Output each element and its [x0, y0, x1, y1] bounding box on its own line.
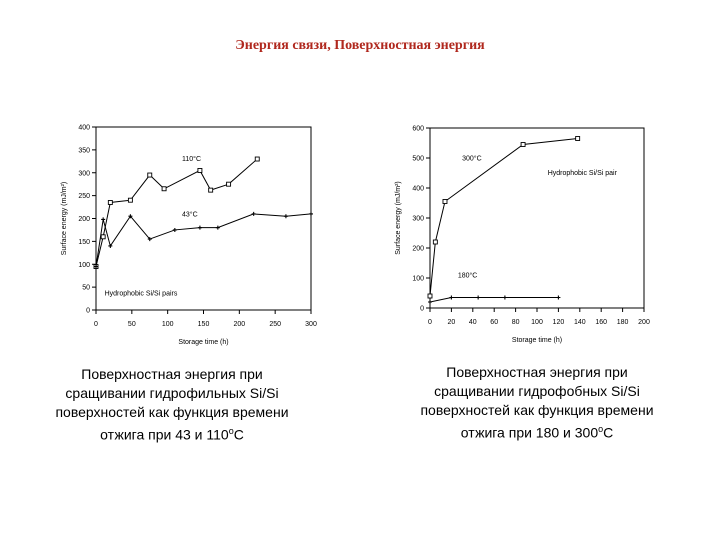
- y-tick-label: 200: [412, 246, 424, 253]
- caption-right-degree: о: [598, 424, 604, 434]
- data-point-square: [161, 186, 167, 192]
- caption-left-line-4: отжига при 43 и 110оС: [27, 422, 317, 445]
- data-point-cross: [197, 225, 202, 230]
- data-point-square: [100, 234, 106, 240]
- data-point-square: [442, 199, 448, 204]
- series-label: 180°C: [458, 271, 478, 279]
- y-tick-label: 100: [412, 276, 424, 283]
- series-label: 110°C: [182, 155, 201, 163]
- y-tick-label: 100: [78, 262, 90, 269]
- x-tick-label: 150: [198, 321, 210, 328]
- x-tick-label: 200: [638, 319, 650, 326]
- data-point-cross: [309, 211, 313, 216]
- data-point-cross: [476, 295, 481, 300]
- data-point-square: [107, 200, 113, 205]
- series-line: [429, 138, 578, 297]
- data-point-square: [147, 172, 153, 178]
- x-tick-label: 0: [428, 319, 432, 326]
- y-tick-label: 600: [412, 126, 424, 133]
- y-tick-label: 0: [86, 308, 90, 315]
- data-point-cross: [428, 300, 432, 304]
- caption-left: Поверхностная энергия при сращивании гид…: [27, 365, 317, 445]
- x-tick-label: 180: [617, 319, 629, 326]
- caption-left-line-1: Поверхностная энергия при: [81, 366, 263, 382]
- y-tick-label: 150: [78, 239, 90, 246]
- slide-title: Энергия связи, Поверхностная энергия: [235, 38, 485, 53]
- y-axis-label: Surface energy (mJ/m²): [395, 181, 402, 255]
- data-point-square: [226, 181, 232, 187]
- data-point-cross: [251, 211, 256, 216]
- x-axis-label: Storage time (h): [512, 337, 562, 344]
- caption-right: Поверхностная энергия при сращивании гид…: [392, 363, 682, 443]
- x-axis-label: Storage time (h): [178, 339, 228, 346]
- x-tick-label: 100: [531, 319, 543, 326]
- y-tick-label: 400: [78, 125, 90, 132]
- caption-right-line-2: сращивании гидрофобных Si/Si: [434, 383, 640, 399]
- y-tick-label: 400: [412, 186, 424, 193]
- caption-left-degree: о: [228, 426, 234, 436]
- chart-hydrophilic: 0 50 100 150 200 250 300 0 50 100 150 200 250 300 350 4…: [61, 125, 317, 347]
- data-point-cross: [172, 227, 177, 232]
- caption-right-line-1: Поверхностная энергия при: [446, 364, 628, 380]
- data-point-cross: [449, 295, 454, 300]
- annotation-label: Hydrophobic Si/Si pairs: [105, 290, 178, 297]
- x-tick-label: 80: [512, 319, 520, 326]
- x-tick-label: 50: [128, 321, 136, 328]
- data-point-cross: [502, 295, 507, 300]
- y-tick-label: 350: [78, 147, 90, 154]
- y-tick-label: 250: [78, 193, 90, 200]
- y-tick-label: 500: [412, 156, 424, 163]
- y-tick-label: 50: [82, 285, 90, 292]
- x-tick-label: 160: [595, 319, 607, 326]
- data-point-square: [520, 142, 526, 147]
- data-point-cross: [101, 217, 106, 222]
- caption-right-line-4-text: отжига при 180 и 300: [460, 424, 599, 441]
- series-line: [95, 213, 312, 267]
- caption-left-line-2: сращивании гидрофильных Si/Si: [65, 385, 279, 401]
- data-point-cross: [94, 264, 98, 269]
- series-label: 43°C: [182, 211, 198, 219]
- plot-frame: [95, 126, 312, 311]
- caption-right-unit: С: [603, 424, 614, 441]
- series-line: [95, 158, 258, 267]
- x-tick-label: 250: [269, 321, 281, 328]
- data-point-square: [208, 187, 214, 193]
- y-tick-label: 200: [78, 216, 90, 223]
- x-tick-label: 300: [305, 321, 317, 328]
- y-tick-label: 300: [412, 216, 424, 223]
- data-point-square: [254, 156, 260, 162]
- y-axis-label: Surface energy (mJ/m²): [61, 182, 68, 256]
- caption-left-line-3: поверхностей как функция времени: [55, 404, 289, 420]
- x-tick-label: 120: [553, 319, 565, 326]
- x-tick-label: 60: [490, 319, 498, 326]
- data-point-cross: [283, 214, 288, 219]
- x-tick-label: 0: [94, 321, 98, 328]
- data-point-cross: [556, 295, 561, 300]
- annotation-label: Hydrophobic Si/Si pair: [548, 170, 618, 177]
- y-tick-label: 0: [420, 306, 424, 313]
- data-point-square: [432, 239, 438, 245]
- y-tick-label: 300: [78, 170, 90, 177]
- data-point-cross: [147, 237, 152, 242]
- data-point-cross: [108, 243, 113, 248]
- data-point-square: [127, 197, 133, 203]
- caption-right-line-4: отжига при 180 и 300оС: [392, 420, 682, 443]
- data-point-square: [197, 168, 203, 173]
- data-point-square: [427, 293, 433, 299]
- caption-left-line-4-text: отжига при 43 и 110: [100, 426, 229, 443]
- x-tick-label: 200: [233, 321, 245, 328]
- data-point-cross: [128, 214, 133, 219]
- x-tick-label: 20: [448, 319, 456, 326]
- x-tick-label: 40: [469, 319, 477, 326]
- data-point-cross: [215, 225, 220, 230]
- series-label: 300°C: [462, 154, 482, 162]
- series-line: [429, 297, 559, 303]
- caption-left-unit: С: [233, 426, 244, 443]
- caption-right-line-3: поверхностей как функция времени: [420, 402, 654, 418]
- data-point-square: [575, 136, 581, 141]
- chart-hydrophobic: 0 20 40 60 80 100 120 140 160 180 200 0 100 200 300 400…: [395, 126, 650, 345]
- x-tick-label: 100: [162, 321, 174, 328]
- x-tick-label: 140: [574, 319, 586, 326]
